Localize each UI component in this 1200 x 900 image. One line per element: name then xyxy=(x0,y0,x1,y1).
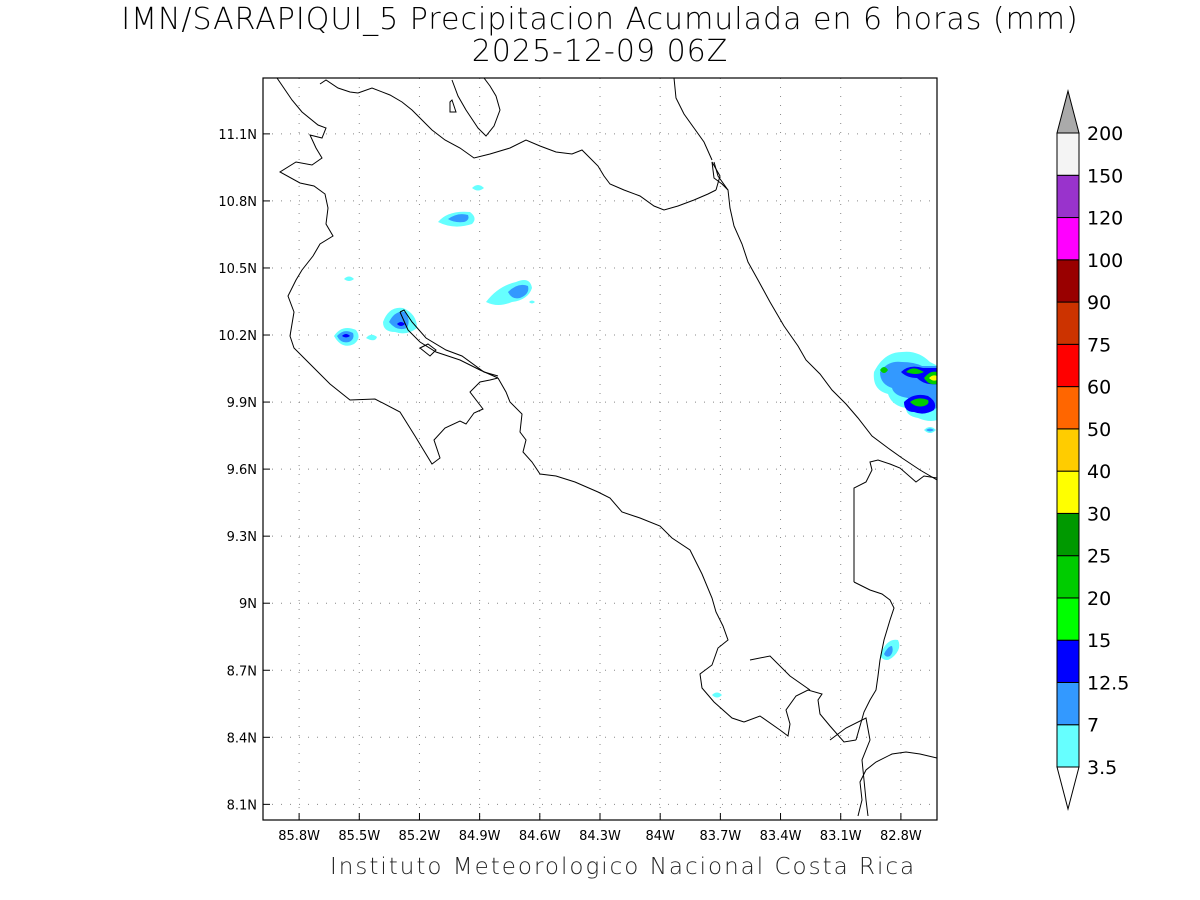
colorbar-label: 75 xyxy=(1087,334,1111,356)
footer-credit: Instituto Meteorologico Nacional Costa R… xyxy=(330,854,917,880)
y-axis: 11.1N 10.8N 10.5N 10.2N 9.9N 9.6N 9.3N 9N 8.7N 8.… xyxy=(218,128,270,813)
colorbar-swatch xyxy=(1056,428,1080,472)
colorbar-swatch xyxy=(1056,597,1080,641)
colorbar-label: 100 xyxy=(1087,250,1123,272)
precip-area xyxy=(448,214,469,223)
colorbar-label: 90 xyxy=(1087,292,1111,314)
colorbar-label: 40 xyxy=(1087,461,1111,483)
colorbar-swatch xyxy=(1056,386,1080,430)
colorbar-swatch xyxy=(1056,174,1080,219)
y-tick-label: 10.8N xyxy=(218,195,257,210)
colorbar-label: 120 xyxy=(1087,208,1123,230)
colorbar-label: 20 xyxy=(1087,588,1111,610)
precip-area xyxy=(906,368,924,374)
y-tick-label: 9N xyxy=(239,597,257,612)
x-axis: 85.8W 85.5W 85.2W 84.9W 84.6W 84.3W 84W 83.7W 83… xyxy=(278,813,922,844)
precip-area xyxy=(712,692,722,698)
precip-area xyxy=(366,334,377,341)
y-tick-label: 8.4N xyxy=(227,731,257,746)
colorbar-swatch xyxy=(1056,724,1080,768)
colorbar-swatch xyxy=(1056,301,1080,345)
map-grid xyxy=(263,78,937,820)
colorbar-top-arrow xyxy=(1056,89,1080,134)
precip-area xyxy=(929,375,937,381)
colorbar-swatch xyxy=(1056,681,1080,726)
precip-area xyxy=(884,646,893,657)
precip-area xyxy=(880,367,888,373)
precip-areas xyxy=(334,185,937,698)
colorbar-bottom-arrow xyxy=(1056,766,1080,811)
y-tick-label: 10.5N xyxy=(218,262,257,277)
colorbar-swatch xyxy=(1056,217,1080,261)
y-tick-label: 9.9N xyxy=(227,396,257,411)
x-tick-label: 82.8W xyxy=(880,829,922,844)
colorbar: 3.5 7 12.5 15 20 25 30 40 50 60 75 90 100 120 150 200 xyxy=(1056,89,1129,811)
colorbar-label: 7 xyxy=(1087,715,1099,737)
colorbar-swatch xyxy=(1056,343,1080,388)
precip-area xyxy=(342,334,350,338)
colorbar-label: 50 xyxy=(1087,419,1111,441)
coastline xyxy=(276,78,937,817)
colorbar-label: 15 xyxy=(1087,630,1111,652)
x-tick-label: 85.2W xyxy=(399,829,441,844)
y-tick-label: 8.7N xyxy=(227,664,257,679)
x-tick-label: 83.7W xyxy=(699,829,741,844)
colorbar-label: 12.5 xyxy=(1087,672,1129,694)
map-title: IMN/SARAPIQUI_5 Precipitacion Acumulada … xyxy=(121,2,1079,37)
map-subtitle: 2025-12-09 06Z xyxy=(471,34,729,69)
colorbar-swatch xyxy=(1056,512,1080,557)
colorbar-label: 30 xyxy=(1087,503,1111,525)
x-tick-label: 84.3W xyxy=(579,829,621,844)
colorbar-label: 150 xyxy=(1087,165,1123,187)
y-tick-label: 9.6N xyxy=(227,463,257,478)
colorbar-swatch xyxy=(1056,555,1080,599)
colorbar-label: 25 xyxy=(1087,546,1111,568)
x-tick-label: 85.5W xyxy=(338,829,380,844)
colorbar-swatch xyxy=(1056,639,1080,683)
x-tick-label: 83.1W xyxy=(820,829,862,844)
x-tick-label: 84W xyxy=(645,829,675,844)
x-tick-label: 83.4W xyxy=(760,829,802,844)
colorbar-swatch xyxy=(1056,470,1080,514)
precip-area xyxy=(397,322,405,326)
precip-area xyxy=(344,276,354,281)
colorbar-label: 3.5 xyxy=(1087,757,1117,779)
colorbar-swatch xyxy=(1056,259,1080,303)
x-tick-label: 85.8W xyxy=(278,829,320,844)
precip-area xyxy=(472,185,484,191)
y-tick-label: 11.1N xyxy=(218,128,257,143)
colorbar-swatch xyxy=(1056,132,1080,176)
precip-area xyxy=(508,284,529,299)
precip-area xyxy=(926,428,934,432)
y-tick-label: 10.2N xyxy=(218,329,257,344)
y-tick-label: 9.3N xyxy=(227,530,257,545)
precip-area xyxy=(910,398,929,407)
colorbar-label: 60 xyxy=(1087,377,1111,399)
colorbar-label: 200 xyxy=(1087,123,1123,145)
precip-area xyxy=(529,300,535,304)
x-tick-label: 84.6W xyxy=(519,829,561,844)
y-tick-label: 8.1N xyxy=(227,798,257,813)
x-tick-label: 84.9W xyxy=(459,829,501,844)
